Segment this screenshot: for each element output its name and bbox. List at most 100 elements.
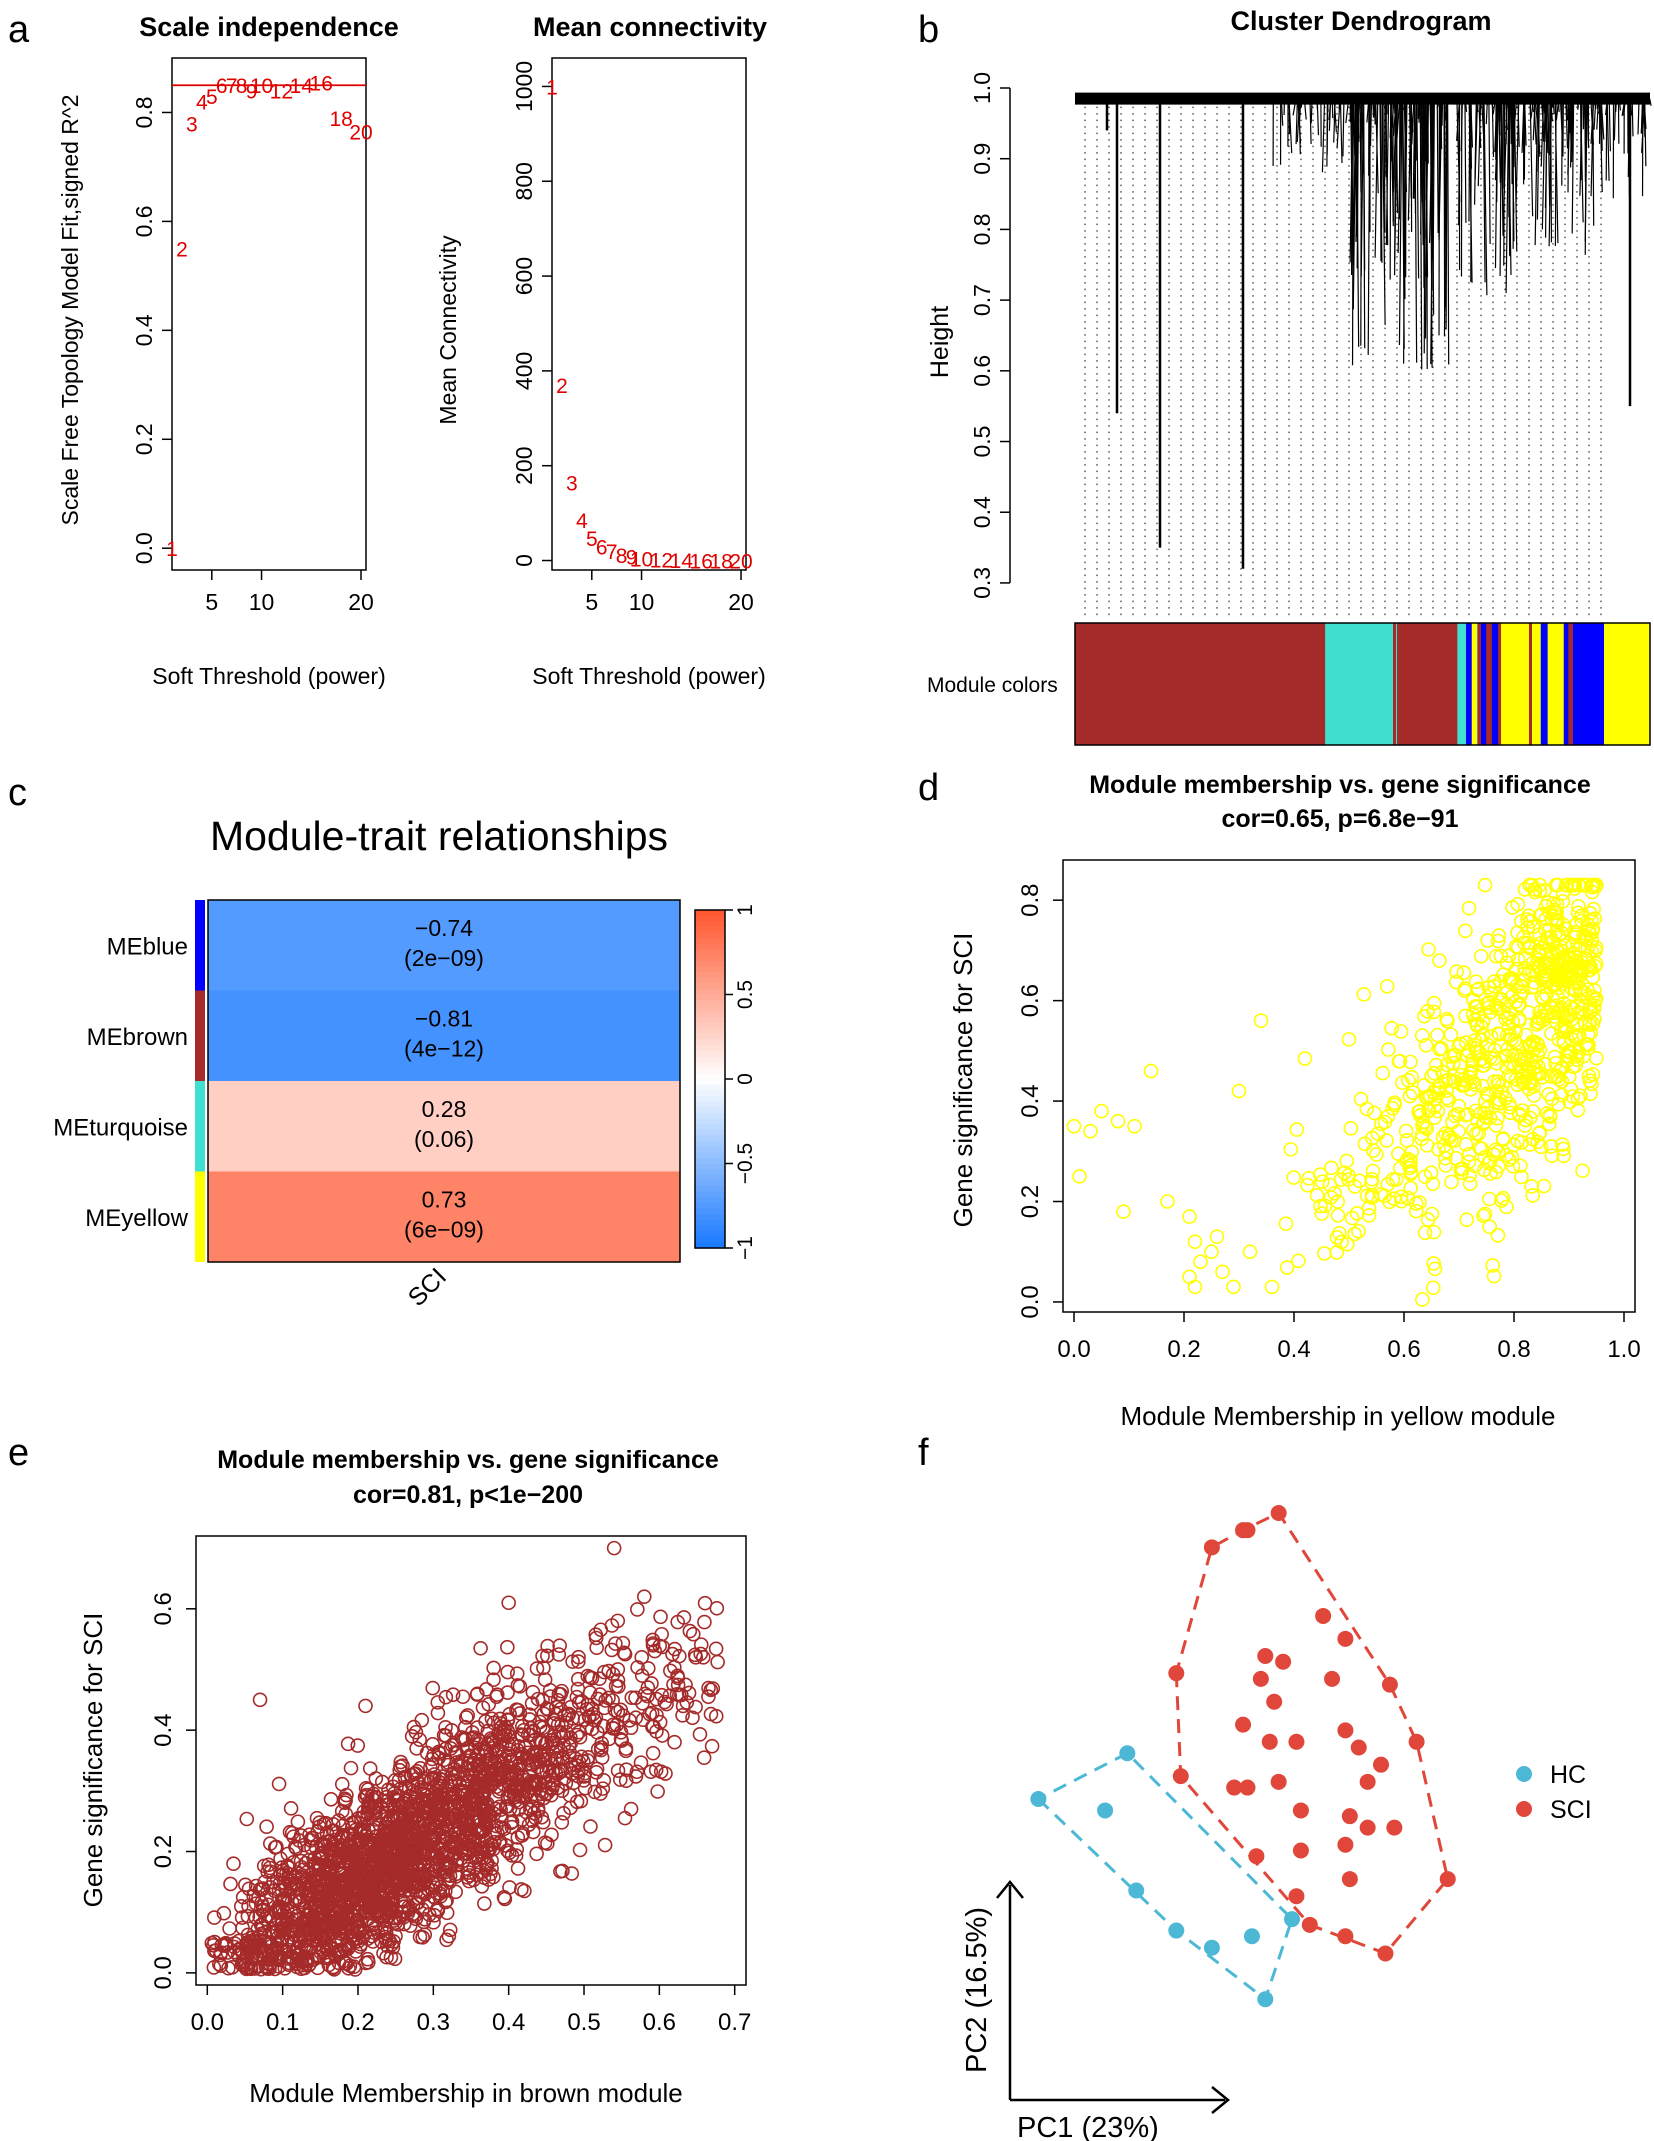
gene-point xyxy=(447,1761,463,1777)
gene-point xyxy=(260,1897,276,1913)
branch xyxy=(1608,98,1611,152)
gene-point xyxy=(473,1821,489,1837)
gene-point xyxy=(1569,1016,1585,1032)
branch xyxy=(1600,98,1603,151)
gene-point xyxy=(404,1729,420,1744)
gene-point xyxy=(1565,877,1581,893)
gene-point xyxy=(469,1776,485,1792)
gene-point xyxy=(525,1684,541,1700)
gene-point xyxy=(1286,1170,1302,1185)
branch xyxy=(1333,98,1336,143)
gene-point xyxy=(1525,1188,1540,1203)
branch xyxy=(1449,98,1453,103)
x-tick-label: 0.4 xyxy=(492,2009,525,2036)
gene-point xyxy=(1399,1133,1415,1148)
gene-point xyxy=(221,1960,236,1976)
gene-point xyxy=(415,1929,430,1945)
pca-point-sci xyxy=(1324,1670,1341,1687)
gene-point xyxy=(1541,1116,1557,1132)
gene-point xyxy=(1187,1279,1203,1295)
gene-point xyxy=(1532,1042,1548,1058)
power-label: 14 xyxy=(670,550,694,573)
gene-point xyxy=(630,1602,645,1617)
pca-point-sci xyxy=(1341,1808,1358,1825)
gene-point xyxy=(1427,1261,1443,1277)
colorbar-step xyxy=(695,1050,725,1058)
gene-point xyxy=(407,1908,423,1924)
gene-point xyxy=(280,1895,295,1911)
gene-point xyxy=(1556,984,1571,1000)
gene-point xyxy=(481,1813,497,1828)
gene-point xyxy=(543,1689,558,1704)
colorbar-step xyxy=(695,1079,725,1086)
pca-point-sci xyxy=(1341,1871,1358,1888)
pca-legend-sci-swatch xyxy=(1516,1801,1532,1817)
gene-point xyxy=(552,1761,568,1777)
colorbar-step xyxy=(695,1028,725,1035)
gene-point xyxy=(1459,1212,1475,1227)
gene-point xyxy=(1386,1191,1402,1206)
gene-point xyxy=(303,1892,318,1907)
gene-point xyxy=(438,1689,454,1705)
branch xyxy=(1441,98,1444,126)
gene-point xyxy=(571,1710,587,1726)
gene-point xyxy=(397,1771,413,1787)
pca-legend: HC SCI xyxy=(1516,1761,1592,1824)
gene-point xyxy=(1291,1253,1306,1269)
pca-point-sci xyxy=(1315,1607,1332,1624)
gene-point xyxy=(1514,1069,1530,1084)
colorbar-step xyxy=(695,1146,725,1153)
branch xyxy=(1554,98,1559,244)
gene-point xyxy=(241,1934,257,1949)
gene-point xyxy=(701,1680,716,1696)
gene-point xyxy=(257,1874,273,1890)
gene-point xyxy=(1443,1027,1459,1042)
y-tick-label: 0.2 xyxy=(150,1835,177,1868)
gene-point xyxy=(610,1673,626,1688)
gene-point xyxy=(617,1810,633,1826)
gene-point xyxy=(1516,966,1532,981)
gene-point xyxy=(670,1614,685,1630)
gene-point xyxy=(1554,925,1569,941)
gene-point xyxy=(571,1649,586,1665)
branch xyxy=(1513,98,1518,252)
gene-point xyxy=(502,1880,517,1895)
branch xyxy=(1296,98,1301,143)
module-segment-blue xyxy=(1466,623,1473,745)
module-segment-yellow xyxy=(1604,623,1651,745)
pca-hull-sci xyxy=(1174,1511,1450,1956)
gene-point xyxy=(1485,1258,1500,1273)
gene-point xyxy=(525,1824,541,1840)
cell-pvalue: (4e−12) xyxy=(404,1036,484,1062)
y-tick-label: 0.8 xyxy=(131,96,157,128)
pca-ylabel: PC2 (16.5%) xyxy=(961,1907,993,2073)
gene-point xyxy=(545,1772,560,1788)
colorbar-step xyxy=(695,1022,725,1029)
gene-point xyxy=(290,1814,306,1830)
branch xyxy=(1303,98,1307,120)
pca-point-sci xyxy=(1337,1630,1354,1647)
gene-point xyxy=(1450,1106,1466,1122)
colorbar-step xyxy=(695,1118,725,1125)
branch xyxy=(1575,98,1580,108)
gene-point xyxy=(438,1831,453,1847)
gene-point xyxy=(1481,1000,1497,1015)
gene-point xyxy=(417,1806,433,1822)
gene-point xyxy=(580,1750,596,1765)
y-tick-label: 0.0 xyxy=(150,1956,177,1989)
branch xyxy=(1374,98,1379,258)
branch xyxy=(1354,98,1358,173)
gene-point xyxy=(1508,1024,1523,1040)
y-tick-label: 0.9 xyxy=(969,143,995,175)
colorbar-step xyxy=(695,977,725,984)
gene-point xyxy=(573,1793,589,1809)
colorbar-step xyxy=(695,1101,725,1108)
gene-point xyxy=(484,1711,500,1727)
gene-point xyxy=(507,1789,522,1805)
gene-point xyxy=(266,1883,282,1898)
gene-point xyxy=(705,1681,721,1696)
y-tick-label: 1.0 xyxy=(969,72,995,104)
y-tick-label: 800 xyxy=(511,162,537,200)
gene-point xyxy=(647,1643,663,1659)
branch xyxy=(1547,98,1551,207)
